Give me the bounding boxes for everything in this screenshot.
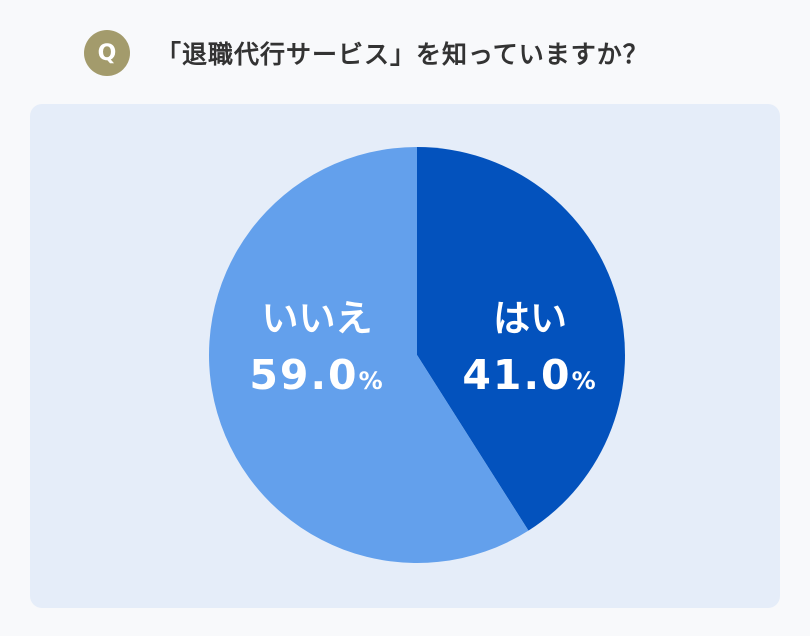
chart-panel: はい 41.0% いいえ 59.0% (30, 104, 780, 608)
pie-chart: はい 41.0% いいえ 59.0% (208, 147, 625, 563)
slice-category-label: はい (493, 297, 567, 340)
question-badge: Q (84, 30, 130, 76)
pie-slice-yes (417, 147, 625, 531)
slice-category-label: いいえ (262, 297, 373, 340)
slice-value-label: 59.0% (249, 351, 384, 399)
slice-value-label: 41.0% (462, 351, 597, 399)
pie-slice-no (208, 147, 529, 563)
question-header: Q 「退職代行サービス」を知っていますか？ (84, 30, 649, 76)
question-title: 「退職代行サービス」を知っていますか？ (156, 40, 649, 69)
